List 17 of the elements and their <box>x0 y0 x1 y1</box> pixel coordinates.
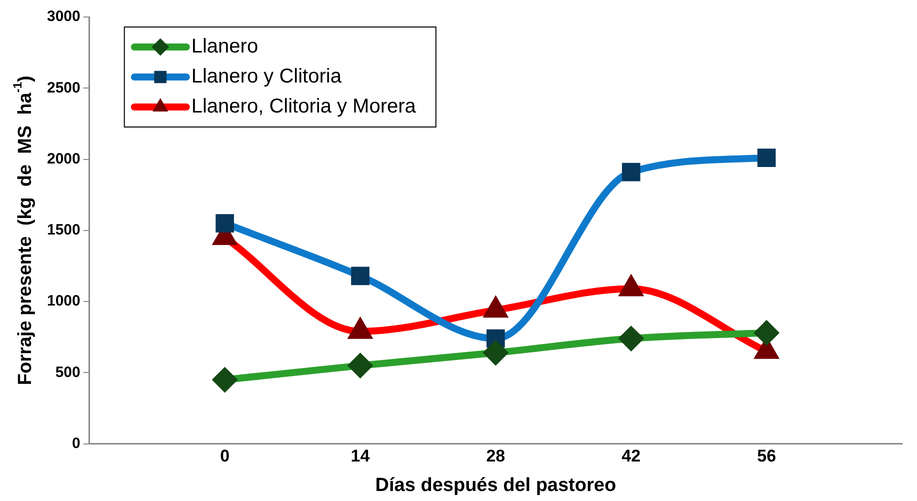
y-tick-label: 1500 <box>46 222 80 239</box>
legend-label: Llanero <box>191 36 258 58</box>
legend-label: Llanero y Clitoria <box>191 66 342 88</box>
y-tick-label: 2500 <box>46 79 80 96</box>
y-tick-label: 2000 <box>46 150 80 168</box>
x-tick-label: 56 <box>757 446 776 466</box>
x-tick-label: 42 <box>622 446 641 466</box>
x-tick-label: 28 <box>486 446 506 466</box>
x-tick-label: 0 <box>220 446 230 466</box>
y-tick-label: 1000 <box>46 292 80 310</box>
y-tick-label: 500 <box>55 364 80 381</box>
y-axis-title: Forraje presente (kg de MS ha-1) <box>10 76 36 386</box>
x-axis-title: Días después del pastoreo <box>375 474 616 496</box>
y-tick-label: 0 <box>72 434 80 452</box>
x-tick-label: 14 <box>350 446 370 466</box>
y-tick-label: 3000 <box>46 8 80 26</box>
legend-label: Llanero, Clitoria y Morera <box>191 96 417 118</box>
